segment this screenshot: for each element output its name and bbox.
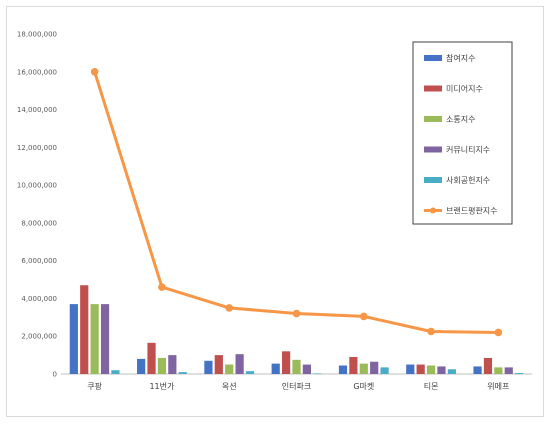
bar [271,363,280,374]
bar [157,357,167,374]
legend-swatch [424,116,442,122]
line-series [90,67,503,337]
bar [370,361,379,374]
line-point [90,67,99,76]
x-tick-label: 옥션 [222,381,237,391]
y-tick-label: 16,000,000 [17,68,57,76]
bar [168,355,177,374]
bar [147,342,156,374]
bar [69,304,78,374]
bar [90,304,99,374]
legend-marker [430,207,436,214]
bar [111,370,120,374]
y-tick-label: 12,000,000 [17,144,57,152]
y-tick-label: 0 [53,371,57,379]
legend-swatch [424,146,442,153]
bar [100,304,110,374]
x-tick-label: 인터파크 [282,381,311,391]
y-tick-label: 2,000,000 [21,333,57,341]
x-tick-label: 11번가 [149,382,175,391]
legend-box [412,41,513,225]
legend-label: 브랜드평판지수 [446,206,498,216]
bar [380,367,389,374]
bar [515,373,524,374]
bar [349,357,358,374]
bar [225,364,234,374]
bar [504,367,513,374]
y-tick-label: 8,000,000 [21,219,57,227]
bar-series [69,285,524,374]
bar [282,351,291,374]
x-tick-label: 쿠팡 [87,381,102,391]
line-point [359,312,368,321]
bar [178,372,187,374]
line-point [494,328,503,337]
line-point [158,283,166,291]
y-tick-label: 6,000,000 [21,257,57,265]
legend-label: 소통지수 [446,115,475,124]
bar [416,364,425,374]
y-tick-label: 14,000,000 [17,106,57,114]
legend-label: 참여지수 [446,53,475,63]
bar [494,367,503,374]
x-tick-label: G마켓 [353,381,374,391]
bar [406,364,415,374]
bar [137,358,146,374]
y-tick-label: 18,000,000 [17,31,57,39]
x-tick-label: 티몬 [424,382,439,391]
bar [245,371,255,374]
y-tick-label: 10,000,000 [17,182,57,190]
line-point [427,327,435,336]
bar [473,366,482,374]
bar [204,360,213,374]
bar [292,359,301,374]
bar [447,369,456,374]
line-point [292,309,301,318]
y-tick-label: 4,000,000 [21,295,57,303]
bar [359,363,368,374]
bar [483,357,493,374]
legend-label: 미디어지수 [446,84,483,94]
bar [302,364,311,374]
legend-swatch [424,85,442,92]
bar [437,366,446,374]
x-tick-label: 위메프 [487,382,509,391]
legend-swatch [424,177,442,183]
legend-swatch [424,55,442,61]
line-point [225,304,234,312]
bar [426,365,436,374]
bar [214,355,223,374]
bar [235,354,244,374]
legend-label: 커뮤니티지수 [446,145,490,155]
legend-label: 사회공헌지수 [446,176,490,185]
bar [80,285,89,374]
bar [338,365,348,374]
bar [313,373,322,374]
